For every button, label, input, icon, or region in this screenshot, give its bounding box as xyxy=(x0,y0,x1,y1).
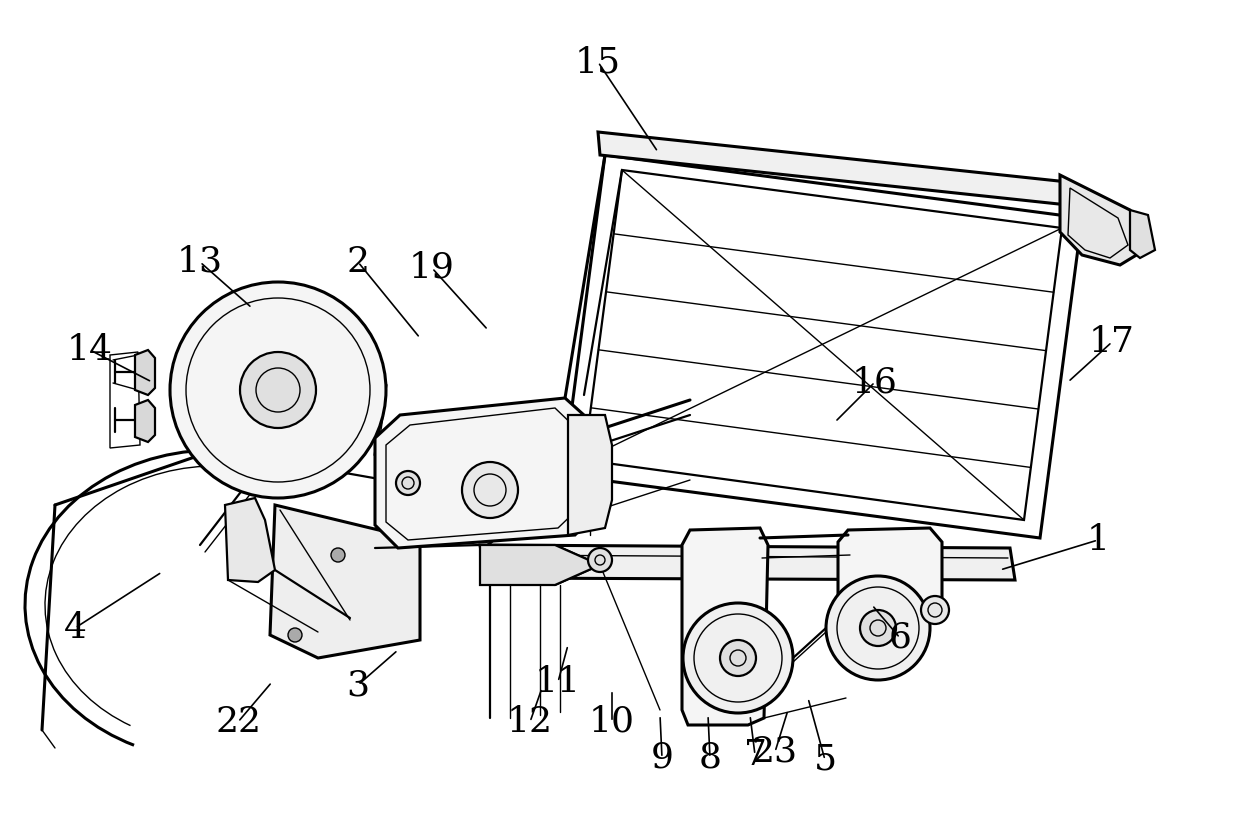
Polygon shape xyxy=(374,398,598,548)
Circle shape xyxy=(288,628,303,642)
Text: 9: 9 xyxy=(651,741,673,775)
Text: 7: 7 xyxy=(744,738,766,772)
Text: 12: 12 xyxy=(507,705,553,739)
Polygon shape xyxy=(682,528,768,725)
Polygon shape xyxy=(224,498,275,582)
Text: 14: 14 xyxy=(67,333,113,367)
Polygon shape xyxy=(1060,175,1148,265)
Polygon shape xyxy=(584,170,1061,520)
Text: 16: 16 xyxy=(852,365,898,399)
Text: 5: 5 xyxy=(813,743,837,777)
Circle shape xyxy=(683,603,794,713)
Text: 8: 8 xyxy=(698,741,722,775)
Text: 1: 1 xyxy=(1086,523,1110,557)
Text: 4: 4 xyxy=(63,611,87,645)
Polygon shape xyxy=(135,350,155,395)
Polygon shape xyxy=(480,545,1016,580)
Circle shape xyxy=(720,640,756,676)
Text: 19: 19 xyxy=(409,251,455,285)
Text: 6: 6 xyxy=(889,621,911,655)
Polygon shape xyxy=(480,545,600,585)
Text: 3: 3 xyxy=(346,668,370,702)
Text: 15: 15 xyxy=(575,45,621,79)
Text: 11: 11 xyxy=(534,665,582,699)
Polygon shape xyxy=(135,400,155,442)
Text: 10: 10 xyxy=(589,705,635,739)
Circle shape xyxy=(170,282,386,498)
Circle shape xyxy=(463,462,518,518)
Text: 23: 23 xyxy=(751,735,799,769)
Polygon shape xyxy=(598,132,1068,205)
Polygon shape xyxy=(1130,210,1154,258)
Polygon shape xyxy=(838,528,942,610)
Polygon shape xyxy=(563,155,1083,538)
Circle shape xyxy=(396,471,420,495)
Text: 2: 2 xyxy=(346,245,370,279)
Circle shape xyxy=(826,576,930,680)
Polygon shape xyxy=(568,415,613,535)
Circle shape xyxy=(331,548,345,562)
Circle shape xyxy=(921,596,949,624)
Circle shape xyxy=(241,352,316,428)
Circle shape xyxy=(588,548,613,572)
Text: 22: 22 xyxy=(215,705,260,739)
Text: 17: 17 xyxy=(1089,325,1135,359)
Text: 13: 13 xyxy=(177,245,223,279)
Circle shape xyxy=(861,610,897,646)
Polygon shape xyxy=(270,505,420,658)
